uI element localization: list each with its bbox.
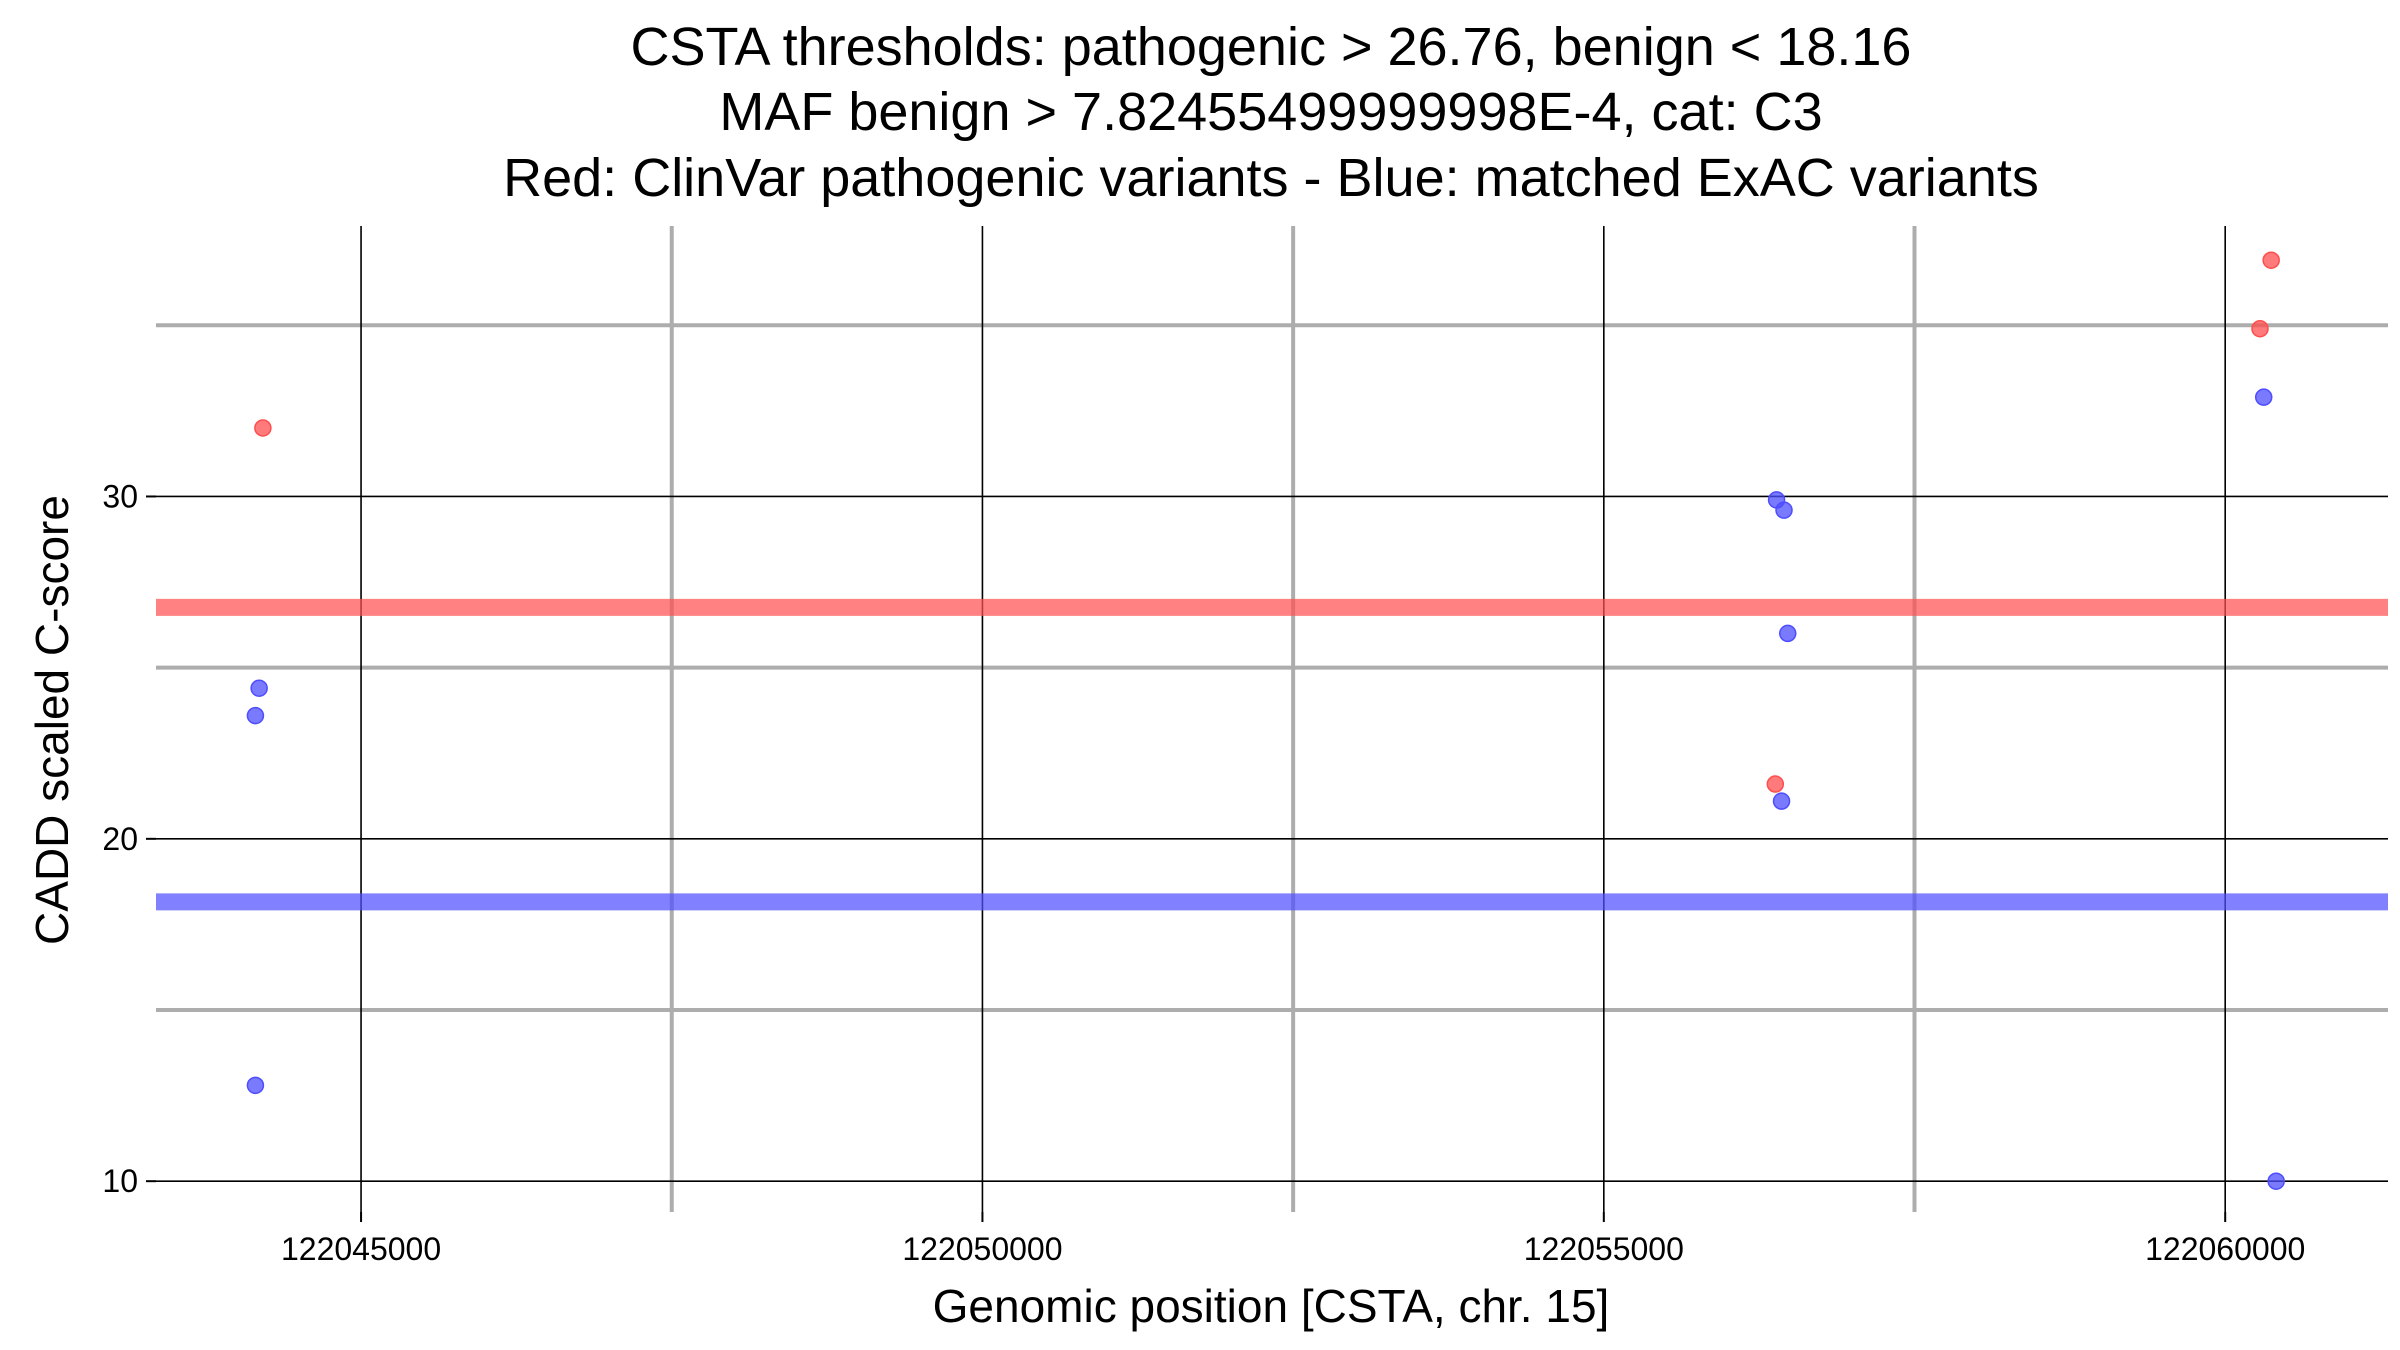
x-tick-label-0: 122045000 — [281, 1231, 441, 1267]
clinvar-point-0 — [254, 419, 272, 437]
clinvar-point-3 — [2262, 251, 2280, 269]
y-axis-label: CADD scaled C-score — [26, 495, 78, 945]
x-tick-label-1: 122050000 — [902, 1231, 1062, 1267]
x-axis-label: Genomic position [CSTA, chr. 15] — [933, 1280, 1610, 1332]
grid-layer — [156, 226, 2388, 1212]
exac-point-8 — [2267, 1172, 2285, 1190]
y-tick-label-2: 30 — [102, 478, 138, 514]
exac-point-5 — [1772, 792, 1791, 810]
exac-point-2 — [250, 679, 268, 697]
x-tick-label-3: 122060000 — [2145, 1231, 2305, 1267]
chart-title-line-2: MAF benign > 7.82455499999998E-4, cat: C… — [719, 82, 1822, 142]
exac-point-7 — [2254, 388, 2273, 406]
x-tick-label-2: 122055000 — [1524, 1231, 1684, 1267]
clinvar-point-1 — [1766, 775, 1785, 793]
threshold-layer — [156, 598, 2388, 911]
clinvar-point-2 — [2251, 319, 2269, 338]
chart-title-line-1: CSTA thresholds: pathogenic > 26.76, ben… — [631, 17, 1912, 77]
y-tick-label-1: 20 — [102, 821, 138, 857]
tick-layer: 10 20 30 122045000 122050000 122055000 1220600… — [102, 478, 2305, 1267]
exac-point-0 — [246, 1076, 265, 1095]
exac-point-6 — [1778, 624, 1797, 643]
point-layer — [246, 251, 2285, 1190]
exac-point-1 — [246, 706, 265, 725]
chart-title-line-3: Red: ClinVar pathogenic variants - Blue:… — [503, 148, 2039, 208]
exac-point-4 — [1775, 501, 1793, 519]
y-tick-label-0: 10 — [102, 1163, 138, 1199]
